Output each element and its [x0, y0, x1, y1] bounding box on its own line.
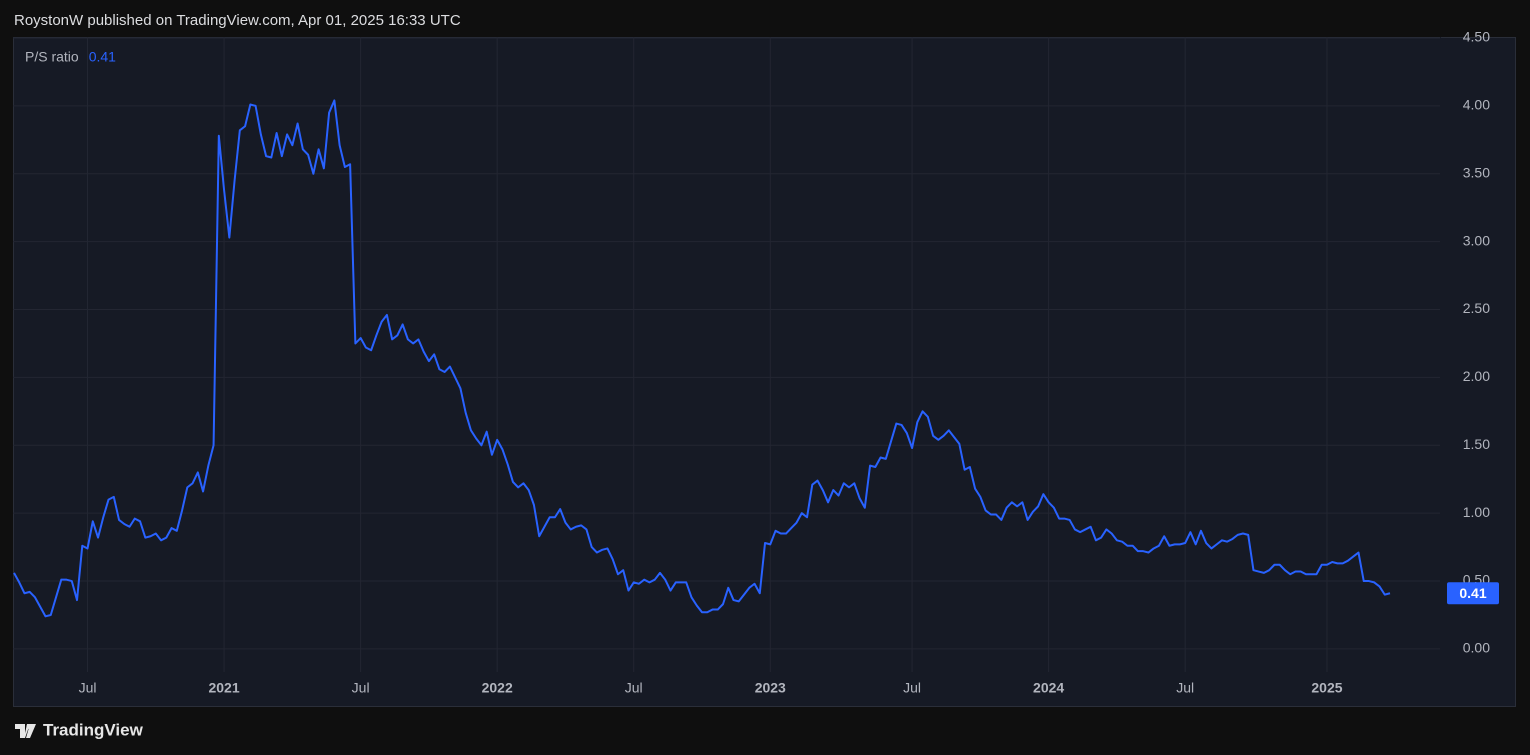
grid — [13, 37, 1440, 672]
y-tick-label: 1.50 — [1463, 436, 1490, 452]
x-tick-label: Jul — [352, 680, 370, 696]
y-tick-label: 0.00 — [1463, 640, 1490, 656]
x-tick-label: Jul — [1176, 680, 1194, 696]
price-tag — [1447, 582, 1499, 605]
plot — [13, 99, 1391, 618]
brand: TradingView — [43, 720, 144, 739]
y-tick-label: 1.00 — [1463, 504, 1490, 520]
logo-dot — [26, 724, 32, 729]
x-tick-label: 2021 — [208, 680, 239, 696]
y-tick-label: 3.50 — [1463, 164, 1490, 180]
logo: TradingView — [15, 720, 144, 739]
y-tick-label: 2.50 — [1463, 300, 1490, 316]
legend-label: P/S ratio — [25, 49, 79, 65]
y-tick-label: 2.00 — [1463, 368, 1490, 384]
x-tick-label: 2025 — [1311, 680, 1342, 696]
x-tick-label: 2024 — [1033, 680, 1064, 696]
x-tick-label: Jul — [625, 680, 643, 696]
x-tick-label: Jul — [79, 680, 97, 696]
x-tick-label: 2023 — [755, 680, 786, 696]
line — [13, 99, 1391, 618]
axes: 0.000.501.001.502.002.503.003.504.004.50… — [25, 29, 1499, 696]
x-tick-label: 2022 — [482, 680, 513, 696]
y-tick-label: 4.00 — [1463, 97, 1490, 113]
y-tick-label: 3.00 — [1463, 232, 1490, 248]
price-tag-label: 0.41 — [1459, 585, 1486, 601]
legend-value: 0.41 — [89, 49, 116, 65]
header: RoystonW published on TradingView.com, A… — [14, 12, 461, 29]
y-tick-label: 4.50 — [1463, 29, 1490, 45]
x-tick-label: Jul — [903, 680, 921, 696]
